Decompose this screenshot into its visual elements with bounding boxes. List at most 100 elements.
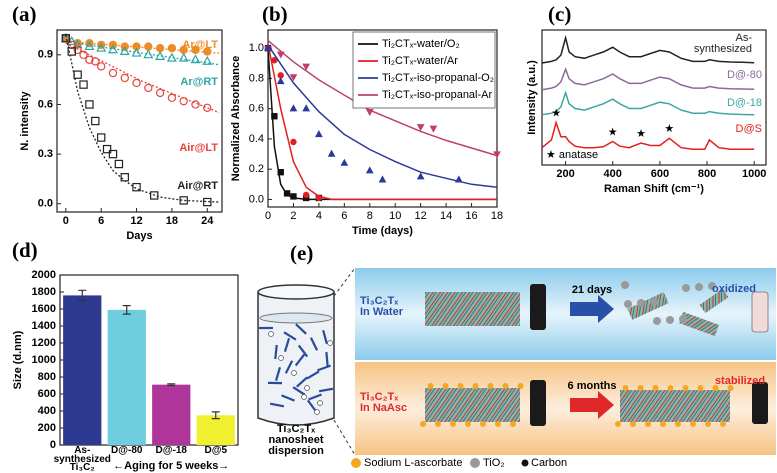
x-tick-label: 1000: [742, 168, 766, 180]
marker: [166, 52, 177, 62]
water-band: [355, 268, 776, 360]
series-label: D@-80: [726, 69, 762, 81]
ascorbate: [435, 421, 441, 427]
state-label: stabilized: [715, 375, 765, 387]
flake: [679, 311, 719, 337]
marker: [132, 182, 141, 192]
marker: [302, 191, 310, 199]
panel-label: (e): [290, 241, 313, 265]
x-axis-label: Days: [126, 230, 152, 242]
marker: [114, 159, 124, 169]
x-tick-label: 0: [63, 215, 69, 227]
y-tick-label: 0.3: [38, 148, 53, 160]
ascorbate: [517, 383, 524, 389]
legend-label: Ti₂CTₓ-iso-propanal-Ar: [382, 89, 492, 101]
marker: [85, 100, 94, 109]
ascorbate: [720, 421, 726, 427]
nanosheet: [294, 353, 306, 367]
legend-label: Ti₂CTₓ-water/Ar: [382, 55, 458, 67]
series-label: Ar@RT: [180, 76, 218, 88]
ascorbate: [420, 421, 426, 427]
y-tick-label: 600: [38, 388, 56, 400]
marker: [155, 44, 165, 53]
marker: [179, 196, 188, 205]
marker: [264, 43, 272, 51]
y-tick-label: 0: [50, 439, 56, 451]
panel-label: (d): [12, 238, 38, 262]
legend-label: Ti₂CTₓ-iso-propanal-O₂: [382, 72, 494, 84]
marker: [271, 113, 278, 120]
anatase-star: ★: [636, 128, 646, 140]
spectrum: [541, 67, 755, 91]
y-tick-label: 0.6: [249, 103, 264, 115]
y-tick-label: 1600: [32, 303, 56, 315]
ascorbate: [645, 421, 651, 427]
panel-label: (b): [262, 2, 288, 26]
marker: [416, 172, 425, 180]
y-tick-label: 0.6: [38, 98, 53, 110]
beaker-label: Ti₃C₂Tₓ nanosheet dispersion: [268, 423, 324, 457]
anatase-star: ★: [551, 108, 561, 120]
mxene-structure: [425, 292, 520, 326]
arrow: [570, 295, 614, 323]
ion: [301, 394, 307, 400]
ascorbate: [675, 421, 681, 427]
ion: [291, 370, 297, 376]
ascorbate: [442, 383, 449, 389]
marker: [283, 190, 291, 197]
anatase-star: ★: [608, 126, 618, 138]
x-tick-label: As- synthesized Ti₃C₂: [53, 445, 111, 473]
fit-line: [267, 40, 498, 157]
series-label: D@S: [735, 123, 762, 135]
x-tick-label: 6: [341, 210, 347, 222]
marker: [155, 50, 166, 60]
ion: [327, 340, 333, 346]
ascorbate: [622, 385, 629, 391]
ascorbate: [450, 421, 456, 427]
x-axis-label: ←Aging for 5 weeks→: [113, 460, 229, 472]
ascorbate: [712, 385, 719, 391]
ascorbate: [630, 421, 636, 427]
marker: [108, 44, 118, 54]
marker: [167, 93, 177, 103]
ascorbate: [727, 385, 734, 391]
state-label: oxidized: [712, 283, 756, 295]
marker: [302, 63, 311, 71]
y-tick-label: 200: [38, 422, 56, 434]
nanosheet: [292, 386, 306, 396]
bar: [63, 295, 102, 445]
tio2: [679, 315, 687, 323]
marker: [85, 55, 94, 64]
ascorbate: [637, 385, 644, 391]
y-tick-label: 1800: [32, 286, 56, 298]
ascorbate: [472, 383, 479, 389]
tio2: [708, 282, 716, 290]
spectrum: [541, 90, 755, 116]
marker: [132, 42, 141, 51]
fit-line: [267, 43, 497, 201]
liquid-surface: [259, 312, 333, 324]
tio2: [682, 284, 690, 292]
y-tick-label: 1000: [32, 354, 56, 366]
nanosheet: [274, 344, 278, 360]
x-tick-label: 10: [389, 210, 401, 222]
x-tick-label: 0: [265, 210, 271, 222]
legend-swatch: [351, 458, 361, 468]
marker: [203, 103, 212, 112]
y-axis-label: Normalized Absorbance: [230, 56, 242, 182]
marker: [91, 116, 100, 126]
error-bar: [122, 305, 131, 315]
plot-frame: [541, 29, 767, 166]
marker: [73, 70, 82, 79]
y-axis-label: N. intensity: [19, 90, 31, 150]
marker: [108, 149, 118, 159]
x-tick-label: D@-18: [155, 445, 187, 456]
annotation: ★ anatase: [546, 149, 598, 161]
marker: [84, 40, 95, 51]
marker: [143, 49, 154, 59]
marker: [108, 68, 118, 78]
nanosheet: [309, 337, 319, 351]
nanosheet: [281, 394, 295, 402]
y-tick-label: 1400: [32, 320, 56, 332]
spectrum: [541, 120, 755, 151]
